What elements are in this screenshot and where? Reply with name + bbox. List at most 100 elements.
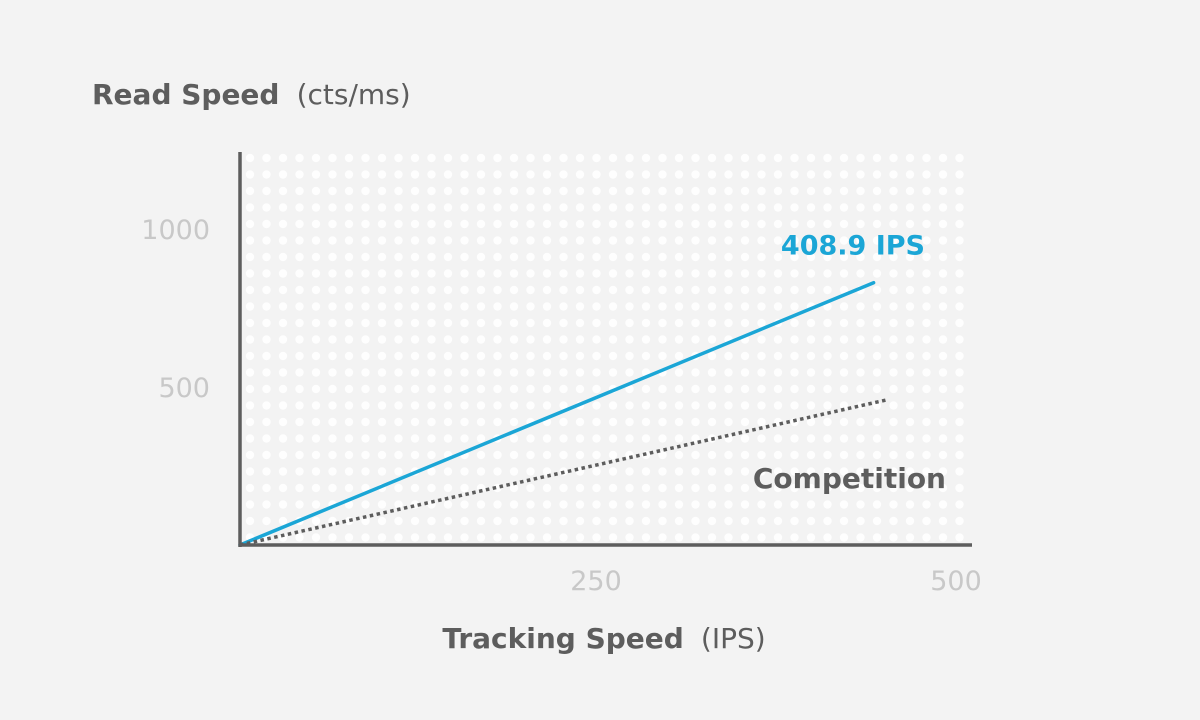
grid-dot (790, 401, 799, 410)
grid-dot (757, 186, 766, 196)
grid-dot (410, 318, 420, 328)
grid-dot (658, 302, 667, 311)
grid-dot (839, 252, 849, 262)
grid-dot (262, 351, 271, 361)
grid-dot (344, 417, 354, 427)
grid-dot (592, 533, 601, 542)
grid-dot (641, 384, 651, 394)
grid-dot (905, 153, 915, 163)
grid-dot (575, 219, 585, 229)
grid-dot (757, 318, 766, 328)
grid-dot (526, 186, 535, 196)
grid-dot (707, 467, 717, 476)
grid-dot (955, 219, 964, 229)
grid-dot (608, 170, 618, 179)
grid-dot (740, 533, 750, 542)
grid-dot (295, 434, 304, 443)
grid-dot (856, 417, 865, 427)
grid-dot (460, 516, 469, 526)
grid-dot (344, 285, 354, 295)
grid-dot (790, 434, 799, 443)
grid-dot (757, 533, 766, 542)
grid-dot (938, 483, 948, 493)
grid-dot (394, 500, 403, 509)
grid-dot (427, 401, 436, 410)
grid-dot (344, 434, 354, 443)
grid-dot (509, 170, 519, 179)
grid-dot (427, 450, 436, 460)
grid-dot (592, 269, 601, 278)
grid-dot (922, 516, 931, 526)
grid-dot (427, 351, 436, 361)
grid-dot (905, 516, 915, 526)
grid-dot (839, 285, 849, 295)
grid-dot (839, 401, 849, 410)
grid-dot (757, 170, 766, 179)
grid-dot (394, 269, 403, 278)
grid-dot (691, 186, 700, 196)
grid-dot (905, 269, 915, 278)
grid-dot (889, 533, 898, 542)
grid-dot (641, 170, 651, 179)
grid-dot (361, 450, 370, 460)
grid-dot (443, 203, 453, 212)
grid-dot (377, 269, 387, 278)
grid-dot (493, 302, 502, 311)
grid-dot (262, 483, 271, 493)
grid-dot (377, 318, 387, 328)
grid-dot (905, 236, 915, 245)
grid-dot (625, 203, 634, 212)
grid-dot (509, 153, 519, 163)
grid-dot (691, 401, 700, 410)
grid-dot (641, 434, 651, 443)
grid-dot (328, 236, 337, 245)
grid-dot (559, 219, 568, 229)
grid-dot (922, 417, 931, 427)
grid-dot (245, 417, 255, 427)
grid-dot (872, 516, 882, 526)
grid-dot (691, 516, 700, 526)
grid-dot (278, 236, 288, 245)
grid-dot (509, 335, 519, 344)
grid-dot (394, 467, 403, 476)
grid-dot (295, 417, 304, 427)
grid-dot (460, 417, 469, 427)
grid-dot (641, 516, 651, 526)
grid-dot (311, 219, 321, 229)
grid-dot (955, 252, 964, 262)
grid-dot (773, 335, 783, 344)
grid-dot (823, 533, 832, 542)
grid-dot (724, 450, 733, 460)
grid-dot (509, 401, 519, 410)
grid-dot (757, 384, 766, 394)
grid-dot (773, 269, 783, 278)
grid-dot (823, 252, 832, 262)
grid-dot (245, 269, 255, 278)
grid-dot (922, 285, 931, 295)
grid-dot (311, 450, 321, 460)
grid-dot (707, 285, 717, 295)
grid-dot (691, 500, 700, 509)
grid-dot (245, 434, 255, 443)
grid-dot (344, 252, 354, 262)
grid-dot (625, 401, 634, 410)
grid-dot (377, 285, 387, 295)
grid-dot (344, 269, 354, 278)
grid-dot (757, 302, 766, 311)
grid-dot (559, 335, 568, 344)
grid-dot (889, 203, 898, 212)
grid-dot (526, 269, 535, 278)
grid-dot (707, 351, 717, 361)
grid-dot (295, 450, 304, 460)
grid-dot (625, 236, 634, 245)
grid-dot (872, 302, 882, 311)
grid-dot (905, 203, 915, 212)
grid-dot (790, 219, 799, 229)
grid-dot (889, 500, 898, 509)
grid-dot (691, 384, 700, 394)
grid-dot (740, 368, 750, 377)
grid-dot (526, 401, 535, 410)
grid-dot (344, 467, 354, 476)
grid-dot (278, 219, 288, 229)
grid-dot (592, 368, 601, 377)
